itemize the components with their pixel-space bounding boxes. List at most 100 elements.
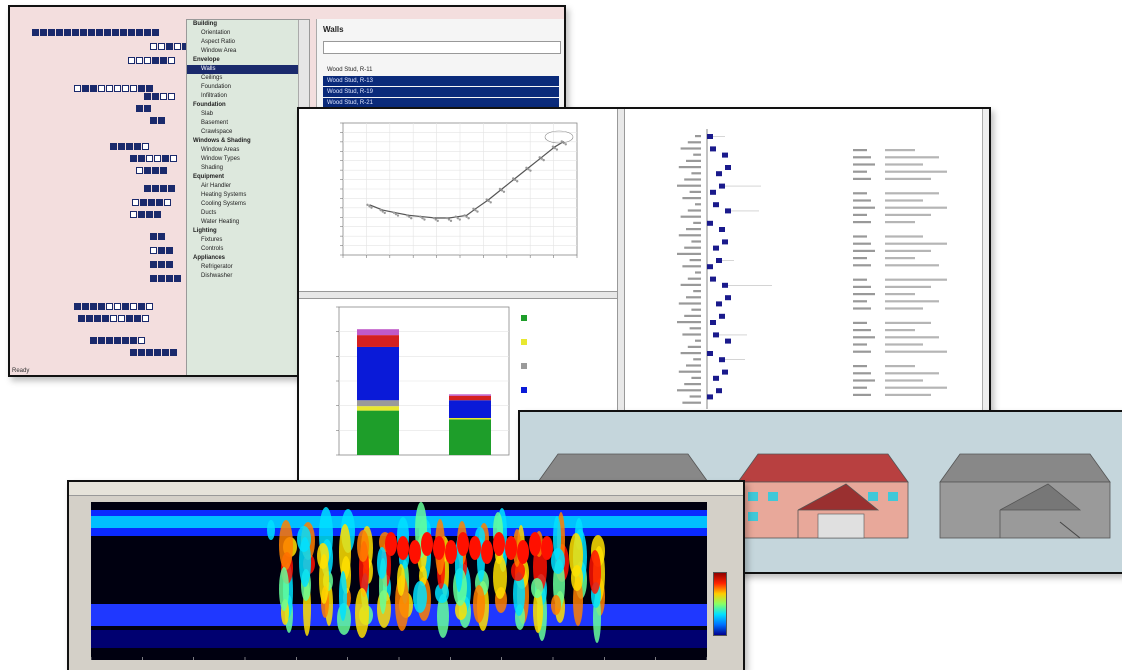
sequence-cell[interactable] <box>138 155 145 162</box>
sequence-cell[interactable] <box>146 155 153 162</box>
sequence-cell[interactable] <box>104 29 111 36</box>
sequence-cell[interactable] <box>146 85 153 92</box>
sequence-cell[interactable] <box>144 29 151 36</box>
sequence-cell[interactable] <box>160 57 167 64</box>
sequence-cell[interactable] <box>78 315 85 322</box>
sequence-cell[interactable] <box>130 85 137 92</box>
sequence-cell[interactable] <box>144 105 151 112</box>
tree-group[interactable]: Appliances <box>193 255 226 261</box>
sequence-cell[interactable] <box>96 29 103 36</box>
sequence-cell[interactable] <box>88 29 95 36</box>
sequence-cell[interactable] <box>152 185 159 192</box>
sequence-cell[interactable] <box>72 29 79 36</box>
sequence-cell[interactable] <box>122 337 129 344</box>
sequence-cell[interactable] <box>144 167 151 174</box>
sequence-cell[interactable] <box>122 85 129 92</box>
sequence-cell[interactable] <box>152 93 159 100</box>
sequence-cell[interactable] <box>166 43 173 50</box>
sequence-cell[interactable] <box>166 275 173 282</box>
sequence-cell[interactable] <box>158 43 165 50</box>
sequence-cell[interactable] <box>138 349 145 356</box>
tree-item[interactable]: Window Area <box>201 48 237 54</box>
sequence-cell[interactable] <box>82 303 89 310</box>
tree-group[interactable]: Building <box>193 21 217 27</box>
sequence-cell[interactable] <box>74 85 81 92</box>
tree-item[interactable]: Walls <box>187 65 309 74</box>
sequence-cell[interactable] <box>110 315 117 322</box>
tree-group[interactable]: Equipment <box>193 174 224 180</box>
sequence-cell[interactable] <box>130 349 137 356</box>
sequence-cell[interactable] <box>114 303 121 310</box>
sequence-cell[interactable] <box>148 199 155 206</box>
tree-item[interactable]: Fixtures <box>201 237 223 243</box>
sequence-cell[interactable] <box>134 315 141 322</box>
tree-item[interactable]: Ceilings <box>201 75 223 81</box>
sequence-cell[interactable] <box>154 349 161 356</box>
sequence-cell[interactable] <box>150 233 157 240</box>
sequence-cell[interactable] <box>136 29 143 36</box>
pane-splitter-vertical[interactable] <box>617 109 625 481</box>
sequence-cell[interactable] <box>146 303 153 310</box>
tree-item[interactable]: Window Areas <box>201 147 240 153</box>
sequence-cell[interactable] <box>64 29 71 36</box>
sequence-cell[interactable] <box>140 199 147 206</box>
sequence-cell[interactable] <box>154 155 161 162</box>
option-tree[interactable]: Building Orientation Aspect Ratio Window Ar… <box>186 19 310 375</box>
sequence-cell[interactable] <box>90 303 97 310</box>
tree-group[interactable]: Windows & Shading <box>193 138 251 144</box>
sequence-cell[interactable] <box>130 211 137 218</box>
tree-item[interactable]: Crawlspace <box>201 129 233 135</box>
tree-item[interactable]: Controls <box>201 246 224 252</box>
option-row[interactable]: Wood Stud, R-13 <box>323 76 559 86</box>
sequence-cell[interactable] <box>164 199 171 206</box>
sequence-cell[interactable] <box>144 93 151 100</box>
sequence-cell[interactable] <box>98 85 105 92</box>
tree-item[interactable]: Shading <box>201 165 224 171</box>
sequence-cell[interactable] <box>114 85 121 92</box>
sequence-cell[interactable] <box>120 29 127 36</box>
sequence-cell[interactable] <box>128 57 135 64</box>
options-filter-field[interactable] <box>323 41 561 54</box>
spectrogram-toolbar[interactable] <box>69 482 743 496</box>
sequence-cell[interactable] <box>174 43 181 50</box>
tree-item[interactable]: Slab <box>201 111 214 117</box>
sequence-cell[interactable] <box>168 57 175 64</box>
sequence-cell[interactable] <box>152 29 159 36</box>
tree-item[interactable]: Aspect Ratio <box>201 39 236 45</box>
sequence-cell[interactable] <box>136 57 143 64</box>
sequence-cell[interactable] <box>40 29 47 36</box>
tree-item[interactable]: Orientation <box>201 30 231 36</box>
sequence-cell[interactable] <box>102 315 109 322</box>
sequence-cell[interactable] <box>162 155 169 162</box>
sequence-cell[interactable] <box>86 315 93 322</box>
sequence-cell[interactable] <box>106 337 113 344</box>
tree-item[interactable]: Basement <box>201 120 229 126</box>
tree-group[interactable]: Lighting <box>193 228 217 234</box>
sequence-cell[interactable] <box>130 303 137 310</box>
sequence-cell[interactable] <box>138 337 145 344</box>
sequence-cell[interactable] <box>150 261 157 268</box>
sequence-cell[interactable] <box>160 185 167 192</box>
sequence-cell[interactable] <box>56 29 63 36</box>
sequence-cell[interactable] <box>142 143 149 150</box>
sequence-cell[interactable] <box>166 247 173 254</box>
sequence-cell[interactable] <box>126 143 133 150</box>
sequence-cell[interactable] <box>150 117 157 124</box>
sequence-cell[interactable] <box>74 303 81 310</box>
sequence-cell[interactable] <box>118 315 125 322</box>
sequence-cell[interactable] <box>144 185 151 192</box>
tree-item[interactable]: Heating Systems <box>201 192 247 198</box>
sequence-cell[interactable] <box>160 167 167 174</box>
option-row[interactable]: Wood Stud, R-21 <box>323 98 559 108</box>
sequence-cell[interactable] <box>162 349 169 356</box>
tree-item[interactable]: Dishwasher <box>201 273 233 279</box>
sequence-cell[interactable] <box>152 167 159 174</box>
sequence-cell[interactable] <box>144 57 151 64</box>
sequence-cell[interactable] <box>166 261 173 268</box>
tree-group[interactable]: Foundation <box>193 102 226 108</box>
sequence-cell[interactable] <box>98 337 105 344</box>
tree-item[interactable]: Water Heating <box>201 219 240 225</box>
sequence-cell[interactable] <box>132 199 139 206</box>
sequence-cell[interactable] <box>134 143 141 150</box>
sequence-cell[interactable] <box>136 167 143 174</box>
